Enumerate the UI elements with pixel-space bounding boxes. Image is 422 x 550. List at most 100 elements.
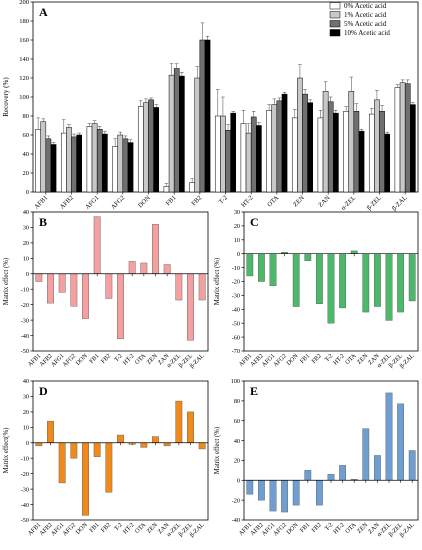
panel-d-bar — [82, 442, 89, 516]
panel-a-ytick-label: 180 — [19, 18, 29, 25]
panel-a-bar — [281, 93, 288, 193]
panel-b-bar — [58, 273, 66, 293]
panel-c-ylabel: Matrix effect (%) — [214, 258, 221, 305]
panel-e-xtick-label: FB1 — [299, 521, 311, 533]
panel-a-xtick-label: OTA — [266, 194, 280, 208]
panel-c-bar — [316, 253, 323, 304]
panel-c-ytick-label: -40 — [232, 307, 240, 314]
panel-a-bar — [173, 68, 180, 193]
legend-label: 10% Acetic acid — [344, 29, 390, 37]
panel-e-bar — [281, 480, 288, 513]
panel-e-ytick-label: 80 — [234, 398, 240, 405]
panel-a-bar — [333, 112, 339, 193]
panel-b-xtick-label: ZEN — [145, 352, 159, 366]
panel-a-bar — [199, 39, 206, 193]
panel-b-bar — [47, 273, 54, 304]
panel-a-ytick-label: 0 — [26, 189, 29, 196]
panel-a-ytick-label: 80 — [23, 113, 30, 120]
panel-a-bar — [168, 74, 175, 193]
panel-d-ytick-label: -40 — [21, 502, 29, 509]
panel-b-ytick-label: -10 — [21, 286, 29, 293]
panel-d-xtick-label: OTA — [134, 521, 148, 535]
panel-e-xtick-label: ZEN — [356, 521, 370, 535]
panel-a-bar — [379, 111, 385, 193]
panel-a-ytick-label: 20 — [23, 170, 30, 177]
panel-a-bar — [50, 144, 57, 193]
panel-c-ytick-label: -70 — [232, 348, 240, 355]
panel-a-xtick-label: AFG1 — [84, 194, 100, 210]
panel-a-bar — [91, 123, 98, 193]
legend-swatch — [329, 2, 341, 10]
panel-c-ytick-label: 0 — [237, 251, 240, 258]
panel-a-bar — [45, 138, 52, 193]
panel-a-xtick-label: β-ZEL — [366, 194, 383, 211]
panel-a-bar — [245, 132, 252, 193]
panel-a-bar — [240, 123, 247, 193]
panel-c-bar — [339, 253, 346, 309]
legend-label: 5% Acetic acid — [344, 20, 387, 28]
panel-c-xtick-label: FB1 — [299, 352, 311, 364]
panel-b-bar — [140, 262, 148, 274]
panel-d-bar — [198, 442, 206, 450]
legend-label: 1% Acetic acid — [344, 11, 387, 19]
panel-a-bar — [214, 115, 221, 193]
panel-b-ytick-label: -50 — [21, 348, 29, 355]
panel-d-ylabel: Matrix effect(%) — [3, 428, 10, 474]
panel-d-bar — [70, 442, 78, 459]
legend-swatch — [329, 29, 341, 37]
panel-b-xtick-label: HT-2 — [122, 352, 136, 366]
panel-b-bar — [128, 261, 136, 274]
panel-b-xtick-label: T-2 — [113, 352, 124, 363]
panel-c-bar — [350, 250, 358, 254]
panel-b-xtick-label: DON — [74, 352, 89, 367]
panel-b-bar — [163, 264, 171, 274]
legend-swatch — [329, 11, 341, 19]
panel-a-bar — [291, 117, 298, 193]
panel-e-ytick-label: 0 — [237, 477, 240, 484]
panel-b-bar — [93, 216, 101, 274]
panel-c-bar — [246, 253, 254, 277]
panel-d-xtick-label: FB1 — [88, 521, 100, 533]
panel-a-bar — [179, 75, 185, 193]
panel-a-bar — [322, 91, 329, 193]
panel-c-xtick-label: OTA — [344, 352, 358, 366]
panel-b-xtick-label: OTA — [134, 352, 148, 366]
panel-b-ytick-label: -20 — [21, 302, 29, 309]
panel-a-xtick-label: FB2 — [190, 194, 203, 207]
panel-e-ytick-label: -20 — [232, 497, 240, 504]
panel-a-xtick-label: AFB1 — [33, 194, 49, 210]
panel-b-bar — [117, 273, 124, 339]
panel-b-ytick-label: 20 — [23, 240, 29, 247]
panel-a-bar — [96, 129, 103, 193]
panel-a-bar — [353, 111, 360, 193]
panel-d-xtick-label: ZEN — [145, 521, 159, 535]
panel-a-xtick-label: FB1 — [165, 194, 178, 207]
panel-a-bar — [60, 132, 67, 193]
panel-a-bar — [250, 116, 257, 193]
panel-a-bar — [271, 104, 278, 193]
panel-b-ytick-label: -30 — [21, 317, 29, 324]
panel-e-bar — [269, 480, 277, 512]
panel-a-bar — [374, 99, 380, 193]
panel-e-bar — [292, 480, 300, 506]
panel-a-xtick-label: AFB2 — [59, 194, 75, 210]
panel-a-xtick-label: HT-2 — [240, 194, 254, 208]
panel-d-ytick-label: 40 — [23, 378, 29, 385]
panel-e-bar — [374, 455, 381, 481]
panel-a-ytick-label: 160 — [19, 37, 29, 44]
panel-a-bar — [266, 110, 272, 193]
panel-b-ytick-label: 10 — [23, 256, 29, 263]
panel-e-bar — [327, 474, 335, 481]
panel-e-ytick-label: 20 — [234, 458, 240, 465]
panel-a-letter: A — [39, 5, 48, 19]
panel-c-ytick-label: 30 — [234, 209, 240, 216]
panel-a-bar — [384, 133, 391, 193]
panel-a-bar — [220, 115, 226, 193]
panel-b-bar — [82, 273, 89, 319]
panel-e-xtick-label: HT-2 — [332, 521, 346, 535]
panel-e-ytick-label: 100 — [231, 378, 240, 385]
panel-c-bar — [269, 253, 277, 286]
panel-a-xtick-label: AFG2 — [110, 194, 126, 210]
panel-a-ytick-label: 40 — [23, 151, 30, 158]
panel-e-bar — [385, 392, 393, 481]
